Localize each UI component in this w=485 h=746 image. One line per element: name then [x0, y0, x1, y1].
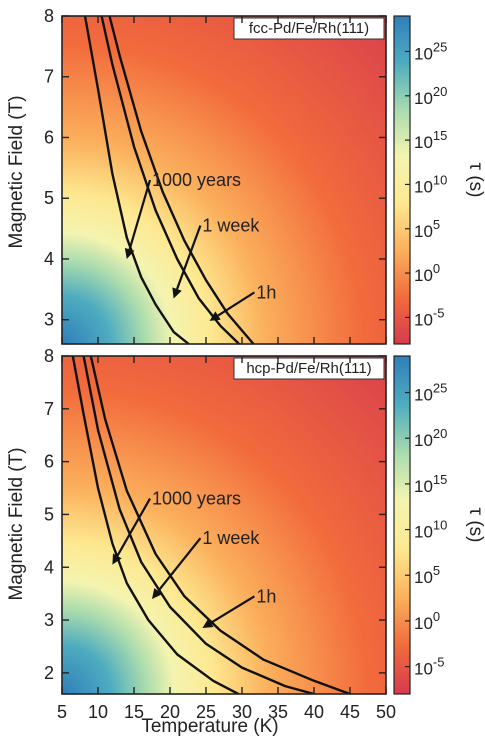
contour-1-week: [82, 356, 316, 694]
heatmap-field: [62, 356, 386, 694]
colorbar-tick-label: 105: [414, 217, 440, 241]
arrow-head: [202, 618, 214, 628]
y-axis-title-top: Magnetic Field (T): [6, 95, 27, 248]
panel-label-box: [233, 17, 385, 40]
contour-1-week: [100, 16, 241, 344]
y-axis-title-bottom: Magnetic Field (T): [6, 447, 27, 600]
arrow-head: [152, 588, 163, 599]
colorbar-tick-label: 1020: [414, 426, 447, 450]
colorbar-tick-label: 1025: [414, 39, 447, 63]
colorbar-tick-label: 10-5: [414, 655, 444, 679]
colorbar-title: τ (s): [465, 163, 485, 198]
annotation-arrow: [210, 595, 255, 624]
annotation-label: 1h: [256, 586, 276, 606]
arrow-head: [172, 287, 182, 299]
x-tick-label: 35: [268, 702, 288, 722]
colorbar-tick-label: 100: [414, 261, 440, 285]
colorbar-tick-label: 10-5: [414, 305, 444, 329]
fcc-panel: 1000 years 1 week 1h fcc-Pd/Fe/Rh(111) 3 4 5 6 7…: [44, 6, 485, 345]
y-tick-label: 4: [44, 249, 54, 269]
annotation-label: 1 week: [202, 216, 260, 236]
colorbar-tick-label: 1015: [414, 128, 447, 152]
x-tick-label: 25: [196, 702, 216, 722]
x-tick-label: 10: [88, 702, 108, 722]
y-tick-label: 3: [44, 310, 54, 330]
y-tick-label: 8: [44, 346, 54, 366]
contour-1000-years: [83, 16, 190, 344]
panel-label: hcp-Pd/Fe/Rh(111): [246, 360, 371, 377]
annotation-arrow: [176, 225, 202, 290]
y-tick-label: 5: [44, 504, 54, 524]
colorbar-tick-label: 105: [414, 563, 440, 587]
contour-1h: [108, 16, 255, 344]
colorbar: [393, 355, 411, 695]
contour-1h: [89, 356, 352, 694]
y-tick-label: 2: [44, 663, 54, 683]
x-tick-label: 15: [124, 702, 144, 722]
x-tick-label: 30: [232, 702, 252, 722]
arrow-head: [124, 247, 135, 259]
annotation-arrow: [157, 537, 202, 592]
colorbar-tick-label: 1025: [414, 381, 447, 405]
colorbar-tick-label: 1010: [414, 172, 447, 196]
arrow-head: [209, 311, 221, 321]
x-tick-label: 5: [57, 702, 67, 722]
colorbar-tick-label: 1010: [414, 518, 447, 542]
x-tick-label: 50: [376, 702, 396, 722]
colorbar: [393, 15, 411, 345]
colorbar-tick-label: 1015: [414, 472, 447, 496]
y-tick-label: 7: [44, 67, 54, 87]
contour-1000-years: [71, 356, 240, 694]
colorbar-tick-label: 100: [414, 609, 440, 633]
annotation-label: 1000 years: [152, 489, 241, 509]
arrow-head: [112, 553, 122, 565]
y-tick-label: 3: [44, 610, 54, 630]
y-tick-label: 6: [44, 127, 54, 147]
y-tick-label: 4: [44, 557, 54, 577]
x-axis-title: Temperature (K): [141, 716, 278, 737]
y-tick-label: 5: [44, 188, 54, 208]
annotation-label: 1000 years: [152, 170, 241, 190]
plot-frame: [61, 355, 387, 695]
y-tick-label: 7: [44, 399, 54, 419]
annotation-label: 1 week: [202, 528, 260, 548]
plot-frame: [61, 15, 387, 345]
colorbar-tick-label: 1020: [414, 84, 447, 108]
x-tick-label: 45: [340, 702, 360, 722]
panel-label-box: [233, 357, 385, 380]
x-tick-label: 20: [160, 702, 180, 722]
annotation-arrow: [217, 291, 255, 317]
x-tick-label: 40: [304, 702, 324, 722]
y-tick-label: 6: [44, 452, 54, 472]
y-tick-label: 8: [44, 6, 54, 26]
annotation-arrow: [128, 179, 152, 250]
colorbar-title: τ (s): [465, 508, 485, 543]
annotation-label: 1h: [256, 282, 276, 302]
panel-label: fcc-Pd/Fe/Rh(111): [249, 20, 369, 37]
annotation-arrow: [116, 498, 151, 557]
heatmap-field: [62, 16, 386, 344]
